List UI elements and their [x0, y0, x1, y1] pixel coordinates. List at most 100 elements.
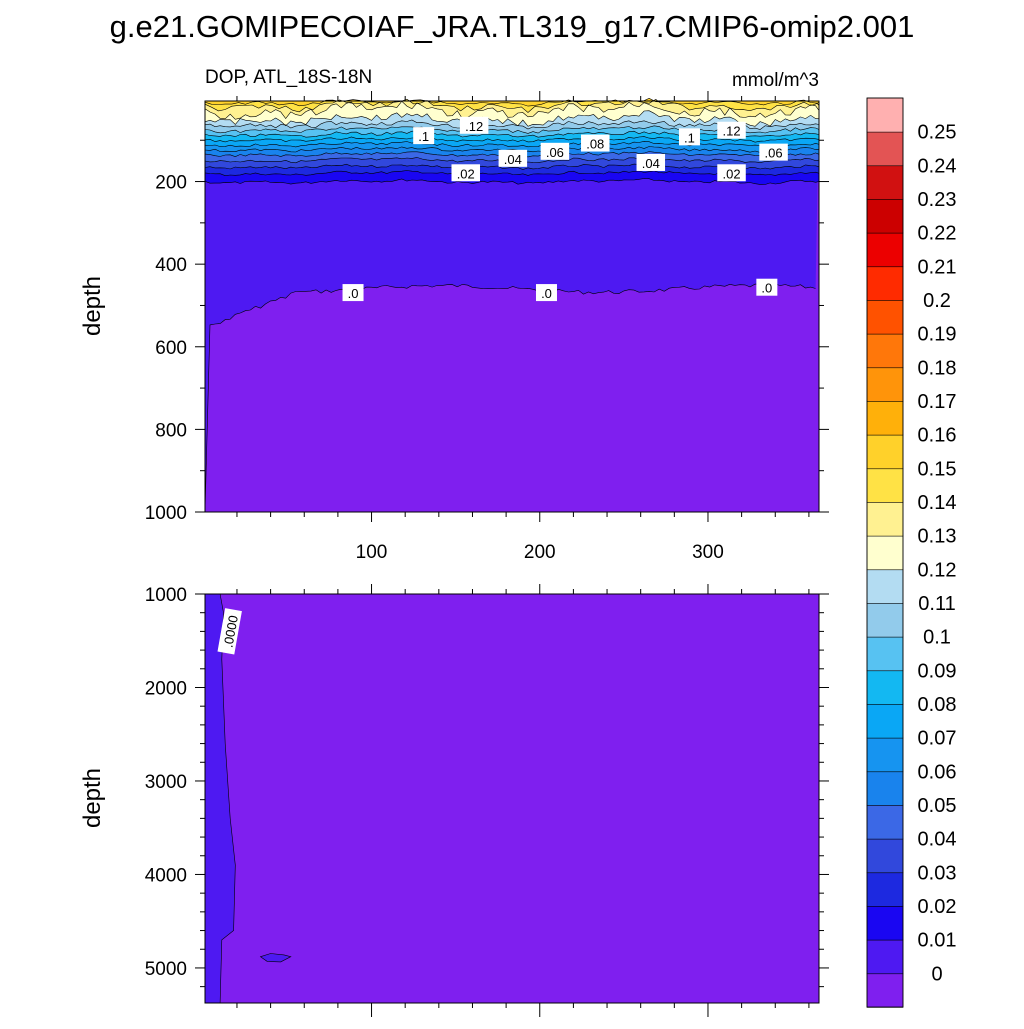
- bottom-axis-ticks: 1000 2000 3000 4000 5000: [145, 584, 829, 1017]
- colorbar-swatch: [866, 97, 904, 133]
- bottom-contour-label-group: .0000: [217, 608, 242, 655]
- colorbar-swatch: [866, 299, 904, 335]
- colorbar-label: 0.07: [918, 728, 957, 750]
- colorbar-swatch: [866, 535, 904, 571]
- top-band-14: [205, 101, 819, 120]
- top-contour-label-box: [498, 149, 528, 167]
- top-band-1: [205, 101, 819, 512]
- top-y-axis-label: depth: [79, 276, 106, 336]
- bottom-contour-label: .0000: [220, 614, 240, 649]
- top-contour-fills: [205, 98, 819, 512]
- top-contour-label: .04: [504, 152, 522, 167]
- top-contour-label-box: [756, 278, 778, 296]
- colorbar-swatch: [866, 366, 904, 402]
- top-y-tick-label: 1000: [145, 503, 187, 524]
- top-contour-line: [204, 100, 820, 120]
- colorbar-label: 0.22: [918, 223, 957, 245]
- bottom-contour-labels: .0000: [217, 608, 242, 655]
- bottom-contour-label-box: [217, 608, 242, 655]
- top-contour-labels: .1 .12 .1 .12 .08 .06 .06 .04 .04 .02 .02 .0 .0 .0: [342, 116, 788, 302]
- top-contour-label: .08: [586, 137, 604, 152]
- colorbar: 0 0.01 0.02 0.03 0.04 0.05 0.06 0.07 0.08 0.09 0.1…: [866, 97, 957, 1008]
- colorbar-label: 0.17: [918, 391, 957, 413]
- colorbar-label: 0: [931, 963, 942, 985]
- colorbar-label: 0.11: [918, 593, 955, 615]
- top-contour-label: .0: [348, 286, 359, 301]
- top-contour-label-box: [581, 134, 610, 152]
- colorbar-label: 0.08: [918, 694, 957, 716]
- colorbar-label: 0.2: [923, 290, 951, 312]
- bottom-y-tick-label: 4000: [145, 865, 187, 886]
- colorbar-swatch: [866, 265, 904, 301]
- colorbar-frame: [866, 97, 904, 1008]
- colorbar-swatch: [866, 703, 904, 739]
- bottom-y-tick-label: 3000: [145, 772, 187, 793]
- colorbar-swatch: [866, 434, 904, 470]
- colorbar-label: 0.18: [918, 357, 957, 379]
- colorbar-label: 0.03: [918, 862, 957, 884]
- colorbar-label: 0.23: [918, 189, 957, 211]
- colorbar-swatch: [866, 905, 904, 941]
- colorbar-swatch: [866, 636, 904, 672]
- bottom-band-zero: [205, 594, 819, 1003]
- top-plot-frame: [204, 100, 820, 513]
- top-x-tick-label: 100: [356, 542, 388, 563]
- colorbar-swatch: [866, 602, 904, 638]
- bottom-plot-frame: [204, 593, 820, 1004]
- top-contour-line: [204, 146, 820, 153]
- top-y-tick-label: 600: [155, 338, 187, 359]
- top-contour-label-box: [717, 121, 746, 139]
- top-contour-label: .12: [722, 124, 740, 139]
- colorbar-label: 0.1: [923, 627, 951, 649]
- top-contour-label: .02: [457, 166, 475, 181]
- colorbar-swatch: [866, 165, 904, 200]
- top-contour-label-box: [459, 116, 489, 134]
- bottom-y-tick-label: 2000: [145, 678, 187, 699]
- colorbar-label: 0.02: [918, 896, 957, 918]
- top-contour-label-box: [535, 284, 557, 302]
- top-band-15: [205, 99, 819, 113]
- bottom-panel: .0000 1000 2000 3000 4000 5000 depth: [79, 584, 829, 1017]
- top-contour-line: [204, 283, 816, 513]
- colorbar-swatch: [866, 770, 904, 806]
- units-label: mmol/m^3: [732, 70, 819, 91]
- top-contour-label: .0: [761, 281, 772, 296]
- colorbar-swatch: [866, 804, 904, 840]
- top-contour-label: .06: [546, 145, 564, 160]
- colorbar-swatch: [866, 232, 904, 268]
- bottom-contour-fills: [204, 593, 819, 1004]
- top-contour-label-box: [451, 164, 480, 182]
- colorbar-swatch: [866, 972, 904, 1008]
- colorbar-label: 0.13: [918, 526, 957, 548]
- top-contour-label-box: [540, 142, 570, 160]
- colorbar-label: 0.16: [918, 425, 957, 447]
- top-y-tick-label: 800: [155, 420, 187, 441]
- top-x-tick-label: 200: [524, 542, 556, 563]
- top-contour-label: .02: [722, 166, 740, 181]
- colorbar-label: 0.04: [918, 829, 957, 851]
- colorbar-swatch: [866, 737, 904, 773]
- top-contour-label: .0: [541, 286, 552, 301]
- top-contour-label: .06: [765, 146, 783, 161]
- bottom-y-tick-label: 1000: [145, 585, 187, 606]
- top-contour-label-box: [413, 127, 435, 145]
- top-contour-line: [204, 98, 820, 113]
- colorbar-label: 0.05: [918, 795, 957, 817]
- colorbar-swatch: [866, 400, 904, 436]
- top-contour-line: [204, 136, 820, 143]
- colorbar-label: 0.01: [918, 930, 957, 952]
- colorbar-label: 0.15: [918, 458, 957, 480]
- top-contour-label-box: [759, 143, 788, 161]
- top-axis-ticks: 200 400 600 800 1000 100 200 300: [145, 91, 829, 563]
- variable-region-label: DOP, ATL_18S-18N: [205, 67, 372, 88]
- top-x-tick-label: 300: [692, 542, 724, 563]
- top-contour-label-box: [342, 284, 364, 302]
- colorbar-swatch: [866, 939, 904, 975]
- colorbar-label: 0.24: [918, 155, 957, 177]
- colorbar-label: 0.09: [918, 660, 957, 682]
- top-contour-label: .1: [418, 129, 429, 144]
- figure-title: g.e21.GOMIPECOIAF_JRA.TL319_g17.CMIP6-om…: [110, 9, 915, 44]
- colorbar-swatch: [866, 198, 904, 234]
- colorbar-swatch: [866, 501, 904, 537]
- colorbar-swatch: [866, 669, 904, 705]
